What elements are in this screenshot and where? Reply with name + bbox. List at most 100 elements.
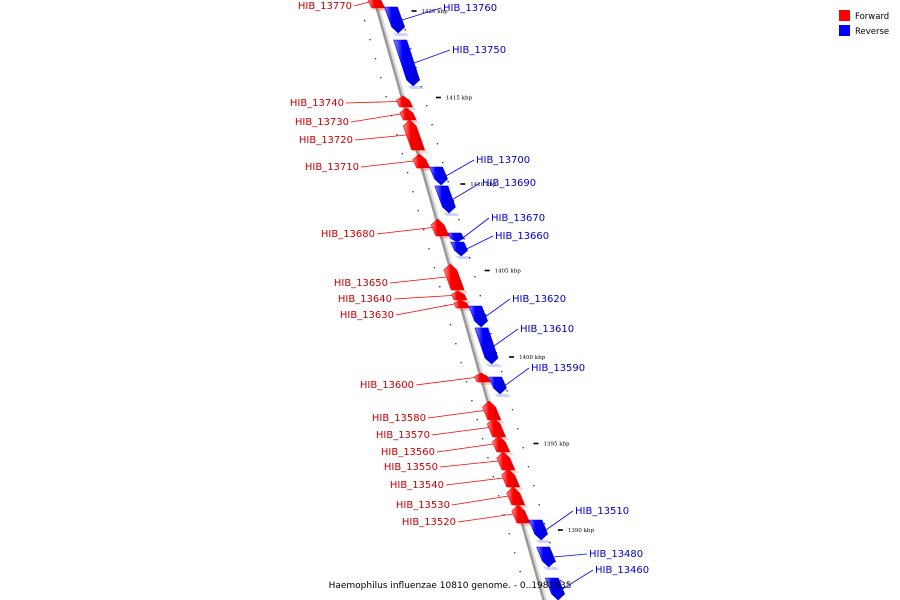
strand-dot <box>484 314 487 316</box>
strand-dot <box>522 447 524 449</box>
gene-feature[interactable] <box>453 299 470 309</box>
gene-label[interactable]: HIB_13520 <box>402 517 456 528</box>
gene-label[interactable]: HIB_13540 <box>390 480 444 491</box>
gene-label[interactable]: HIB_13770 <box>298 1 352 12</box>
strand-dot <box>417 210 420 212</box>
strand-dot <box>409 48 412 50</box>
gene-feature[interactable] <box>474 372 491 383</box>
strand-dot <box>369 39 371 41</box>
gene-label[interactable]: HIB_13650 <box>334 278 388 289</box>
scale-tick <box>557 529 563 531</box>
gene-feature[interactable] <box>402 119 426 151</box>
strand-dot <box>433 267 436 269</box>
gene-label[interactable]: HIB_13740 <box>290 98 344 109</box>
gene-label[interactable]: HIB_13760 <box>443 3 497 14</box>
gene-label[interactable]: HIB_13600 <box>360 380 414 391</box>
gene-leader-line <box>345 101 398 104</box>
strand-dot <box>517 428 519 430</box>
strand-dot <box>447 181 449 183</box>
gene-feature[interactable] <box>536 546 556 568</box>
gene-feature[interactable] <box>486 417 507 438</box>
gene-label[interactable]: HIB_13720 <box>299 135 353 146</box>
strand-dot <box>439 286 441 288</box>
gene-label[interactable]: HIB_13630 <box>340 310 394 321</box>
scale-tick <box>460 183 466 185</box>
scale-tick-label: 1415 kbp <box>446 96 473 102</box>
gene-feature[interactable] <box>506 486 526 506</box>
gene-label[interactable]: HIB_13550 <box>384 462 438 473</box>
gene-feature[interactable] <box>434 185 456 214</box>
gene-label[interactable]: HIB_13510 <box>575 506 629 517</box>
gene-label[interactable]: HIB_13580 <box>372 413 426 424</box>
gene-label[interactable]: HIB_13590 <box>531 363 585 374</box>
gene-label[interactable]: HIB_13750 <box>452 45 506 56</box>
gene-leader-line <box>504 367 530 386</box>
gene-labels[interactable]: HIB_13770 HIB_13760 HIB_13750 HIB_13740 HIB_… <box>290 1 649 590</box>
legend-swatch-forward <box>839 10 850 21</box>
gene-feature[interactable] <box>482 400 502 421</box>
gene-feature[interactable] <box>430 218 450 237</box>
scale-ticks: 1420 kbp 1415 kbp 1410 kbp 1405 kbp 1400 kbp… <box>411 9 594 534</box>
gene-leader-line <box>553 553 588 558</box>
strand-dot <box>533 485 535 487</box>
strand-dot <box>501 371 503 373</box>
gene-leader-line <box>415 377 475 386</box>
gene-feature[interactable] <box>412 153 431 169</box>
gene-label[interactable]: HIB_13640 <box>338 294 392 305</box>
gene-label[interactable]: HIB_13480 <box>589 549 643 560</box>
gene-feature[interactable] <box>474 327 499 365</box>
gene-feature[interactable] <box>396 95 414 108</box>
gene-feature[interactable] <box>399 107 417 121</box>
gene-label[interactable]: HIB_13700 <box>476 155 530 166</box>
gene-leader-line <box>457 513 514 523</box>
gene-feature[interactable] <box>450 241 468 257</box>
gene-leader-line <box>562 569 594 590</box>
gene-feature[interactable] <box>468 305 488 328</box>
gene-feature[interactable] <box>528 519 549 541</box>
strand-dot <box>422 229 425 231</box>
gene-label[interactable]: HIB_13610 <box>520 324 574 335</box>
gene-label[interactable]: HIB_13710 <box>305 162 359 173</box>
gene-leader-line <box>439 460 499 468</box>
gene-label[interactable]: HIB_13570 <box>376 430 430 441</box>
strand-dot <box>426 105 428 107</box>
strand-dot <box>554 561 556 563</box>
gene-feature[interactable] <box>383 6 406 34</box>
gene-label[interactable]: HIB_13560 <box>381 447 435 458</box>
scale-tick-label: 1420 kbp <box>422 9 449 15</box>
scale-tick-label: 1395 kbp <box>543 442 570 448</box>
gene-leader-line <box>427 410 485 419</box>
strand-dot <box>380 77 382 79</box>
gene-label[interactable]: HIB_13680 <box>321 229 375 240</box>
gene-feature[interactable] <box>451 290 468 301</box>
gene-feature[interactable] <box>496 451 516 471</box>
gene-label[interactable]: HIB_13690 <box>482 178 536 189</box>
gene-feature-shadow <box>455 256 472 259</box>
gene-leader-line <box>395 303 455 316</box>
gene-feature[interactable] <box>367 0 386 9</box>
gene-label[interactable]: HIB_13670 <box>491 213 545 224</box>
gene-label[interactable]: HIB_13460 <box>595 565 649 576</box>
strand-dot <box>474 276 476 278</box>
strand-dot <box>460 362 462 364</box>
gene-feature[interactable] <box>544 577 565 600</box>
gene-feature[interactable] <box>491 435 511 453</box>
gene-feature[interactable] <box>501 468 521 488</box>
gene-feature[interactable] <box>393 39 421 87</box>
gene-label[interactable]: HIB_13620 <box>512 294 566 305</box>
gene-feature[interactable] <box>429 166 448 186</box>
gene-feature-shadow <box>392 33 409 36</box>
gene-feature[interactable] <box>511 504 531 524</box>
gene-feature[interactable] <box>447 232 465 243</box>
gene-label[interactable]: HIB_13660 <box>495 231 549 242</box>
gene-feature[interactable] <box>488 376 507 395</box>
gene-label[interactable]: HIB_13530 <box>396 500 450 511</box>
gene-label[interactable]: HIB_13730 <box>295 117 349 128</box>
gene-feature-shadow <box>417 168 434 171</box>
gene-feature-shadow <box>478 382 495 385</box>
strand-dot <box>412 191 414 193</box>
gene-feature[interactable] <box>443 263 465 291</box>
gene-feature-shadow <box>486 364 503 367</box>
legend-swatch-reverse <box>839 25 850 36</box>
strand-dot <box>471 400 473 402</box>
